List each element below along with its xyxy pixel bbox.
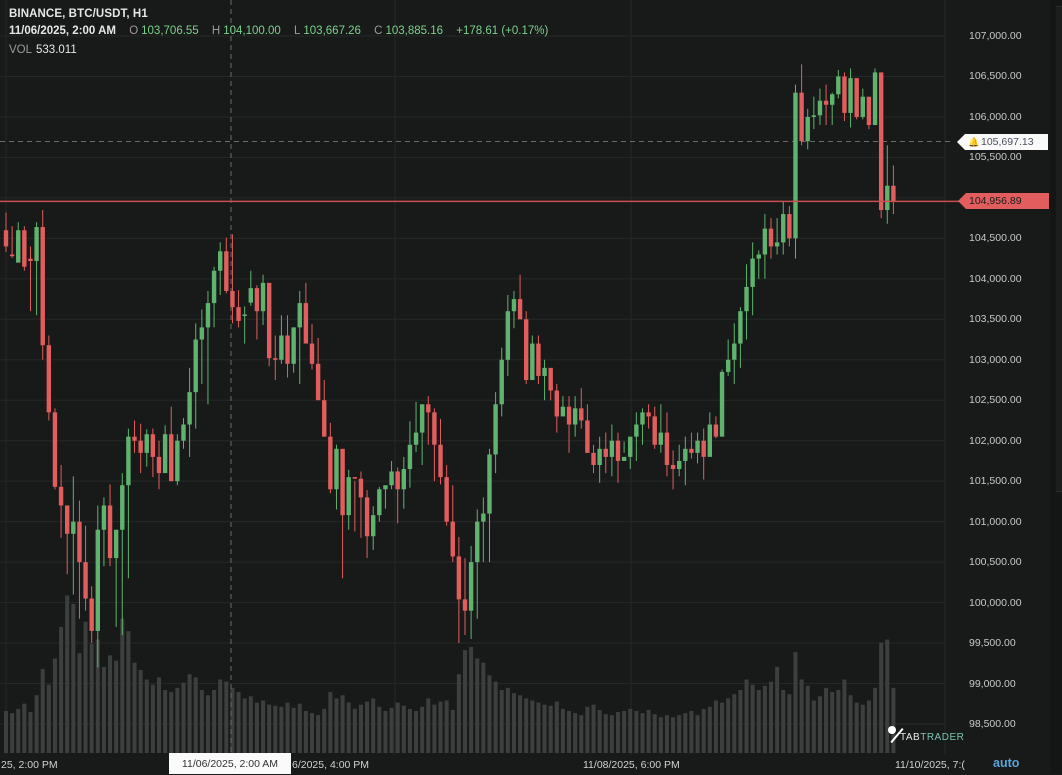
- last-price-value: 104,956.89: [969, 195, 1022, 207]
- price-tick: 101,500.00: [969, 475, 1022, 488]
- price-tick: 104,500.00: [969, 232, 1022, 245]
- logo-dot-icon: [888, 726, 896, 734]
- price-tick: 107,000.00: [969, 30, 1022, 42]
- ohlc-legend: 11/06/2025, 2:00 AM O 103,706.55 H 104,100…: [9, 25, 548, 37]
- price-tick: 100,500.00: [969, 556, 1022, 569]
- chart-title: BINANCE, BTC/USDT, H1: [9, 8, 148, 20]
- legend-datetime: 11/06/2025, 2:00 AM: [9, 25, 116, 37]
- logo-tab-text: TAB: [900, 732, 921, 743]
- alert-price-value: 105,697.13: [981, 136, 1034, 148]
- auto-scale-button[interactable]: auto: [993, 756, 1020, 770]
- alert-price-tag[interactable]: 🔔 105,697.13: [957, 134, 1048, 150]
- open-label: O: [129, 25, 139, 37]
- price-tick: 100,000.00: [969, 596, 1022, 609]
- time-tick: 11/08/2025, 6:00 PM: [583, 759, 680, 771]
- price-tick: 99,500.00: [969, 637, 1016, 650]
- time-tick: 25, 2:00 PM: [1, 759, 58, 771]
- price-tick: 106,500.00: [969, 70, 1022, 83]
- right-scrollbar[interactable]: [1050, 0, 1062, 774]
- bell-icon: 🔔: [968, 137, 980, 147]
- last-price-tag: 104,956.89: [958, 193, 1049, 209]
- volume-label: VOL: [9, 44, 33, 56]
- price-tick: 103,500.00: [969, 313, 1022, 326]
- price-tick: 102,500.00: [969, 394, 1022, 407]
- low-value: 103,667.26: [303, 25, 361, 37]
- price-tick: 101,000.00: [969, 515, 1022, 528]
- change-value: +178.61 (+0.17%): [456, 25, 549, 37]
- volume-legend: VOL 533.011: [9, 44, 77, 56]
- high-label: H: [211, 25, 221, 37]
- low-label: L: [293, 25, 301, 37]
- candlestick-chart[interactable]: [0, 0, 1050, 755]
- price-tick: 103,000.00: [969, 353, 1022, 366]
- price-tick: 98,500.00: [969, 718, 1016, 730]
- price-axis[interactable]: 107,000.00 106,500.00 106,000.00 105,500.00…: [946, 0, 1050, 755]
- high-value: 104,100.00: [223, 25, 281, 37]
- logo-trader-text: TRADER: [920, 732, 965, 743]
- close-value: 103,885.16: [385, 25, 444, 37]
- price-tick: 102,000.00: [969, 434, 1022, 447]
- close-label: C: [374, 25, 383, 37]
- price-tick: 106,000.00: [969, 110, 1022, 123]
- open-value: 103,706.55: [141, 25, 199, 37]
- time-axis[interactable]: 25, 2:00 PM 6/2025, 4:00 PM 11/08/2025, 6:…: [0, 755, 965, 774]
- time-tick: 6/2025, 4:00 PM: [292, 759, 370, 771]
- crosshair-time-label: 11/06/2025, 2:00 AM: [169, 753, 291, 774]
- scrollbar-thumb[interactable]: [1056, 6, 1062, 492]
- price-tick: 99,000.00: [969, 677, 1016, 690]
- time-tick: 11/10/2025, 7:(: [895, 759, 965, 771]
- price-tick: 104,000.00: [969, 272, 1022, 285]
- volume-value: 533.011: [36, 44, 77, 56]
- price-tick: 105,500.00: [969, 151, 1022, 164]
